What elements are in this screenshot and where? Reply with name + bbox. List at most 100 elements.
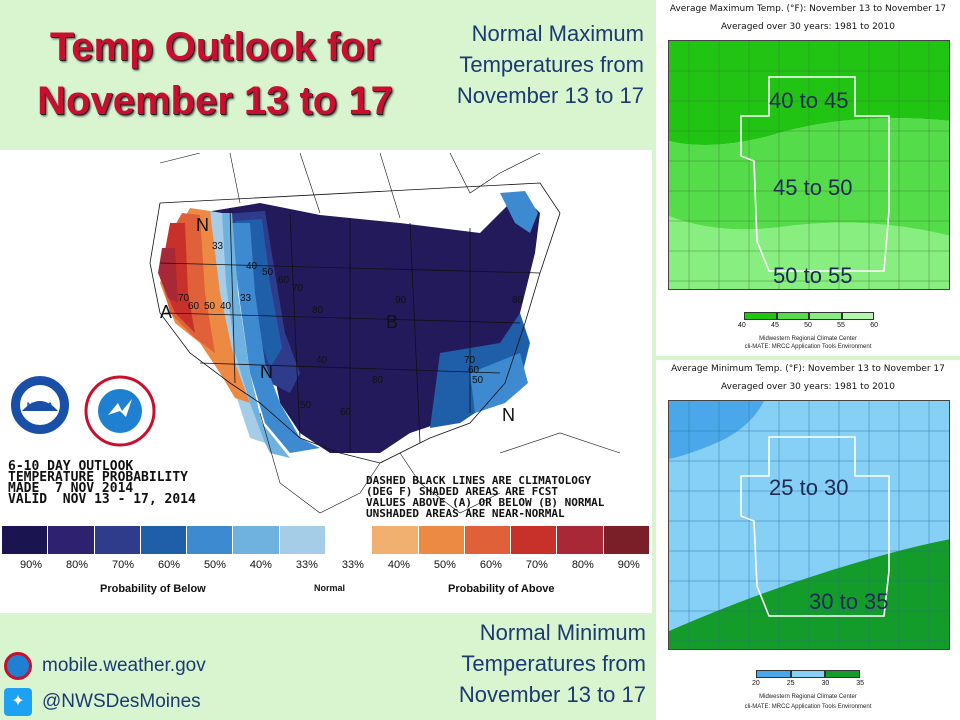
legend-tick: 35 xyxy=(856,680,864,687)
legend-tick: 30 xyxy=(821,680,830,687)
min-temp-caption: Normal Minimum Temperatures from Novembe… xyxy=(458,620,646,707)
contour-label: 80 xyxy=(512,295,524,306)
max-temp-caption: Normal Maximum Temperatures from Novembe… xyxy=(456,21,644,108)
contour-label: 60 xyxy=(188,301,200,312)
legend-swatch xyxy=(372,526,419,554)
min-band-label: 30 to 35 xyxy=(809,589,889,614)
outlook-map: 70 60 50 40 33 40 50 60 70 80 90 80 33 5… xyxy=(9,153,621,514)
legend-swatch xyxy=(325,526,373,554)
below-probability-label: Probability of Below xyxy=(100,583,206,595)
contour-label: 50 xyxy=(204,301,216,312)
contour-label: 50 xyxy=(300,400,312,411)
legend-swatch xyxy=(2,526,49,554)
legend-swatch xyxy=(511,526,558,554)
page-title: Temp Outlook for November 13 to 17 xyxy=(0,20,430,128)
max-color-legend xyxy=(744,312,874,320)
legend-swatch xyxy=(233,526,280,554)
website-row: mobile.weather.gov xyxy=(4,652,206,680)
contour-label: 70 xyxy=(464,355,476,366)
min-legend-ticks: 20 25 30 35 xyxy=(752,680,864,687)
legend-swatch xyxy=(94,526,141,554)
outlook-info-block: 6-10 DAY OUTLOOK TEMPERATURE PROBABILITY… xyxy=(8,459,196,507)
max-credit-1: Midwestern Regional Climate Center xyxy=(759,336,857,342)
max-band-label: 50 to 55 xyxy=(773,263,853,288)
normal-region-label: N xyxy=(260,362,273,382)
legend-tick: 80% xyxy=(571,559,594,571)
twitter-icon: ✦ xyxy=(4,688,32,716)
min-temp-map: 25 to 30 30 to 35 xyxy=(668,400,950,650)
title-line-1: Temp Outlook for xyxy=(49,25,381,69)
legend-tick: 25 xyxy=(786,680,795,687)
above-probability-label: Probability of Above xyxy=(448,583,555,595)
legend-swatch xyxy=(756,670,791,678)
legend-swatch xyxy=(776,312,809,320)
normal-region-label: N xyxy=(196,215,209,235)
contour-label: 80 xyxy=(312,305,324,316)
legend-swatch xyxy=(48,526,95,554)
legend-swatch xyxy=(140,526,188,554)
normal-label: Normal xyxy=(314,583,346,593)
legend-tick: 55 xyxy=(837,322,845,329)
twitter-row: ✦ @NWSDesMoines xyxy=(4,688,201,716)
outlook-color-legend xyxy=(2,526,650,554)
title-line-2: November 13 to 17 xyxy=(37,79,393,123)
climate-panels: Average Maximum Temp. (°F): November 13 … xyxy=(652,0,960,720)
max-credit-2: cli-MATE: MRCC Application Tools Environ… xyxy=(744,344,872,350)
legend-swatch xyxy=(187,526,234,554)
svg-text:NOAA: NOAA xyxy=(27,401,54,411)
min-color-legend xyxy=(756,670,861,678)
min-band-label: 25 to 30 xyxy=(769,475,849,500)
legend-swatch xyxy=(279,526,326,554)
max-legend-ticks: 40 45 50 55 60 xyxy=(738,322,878,329)
contour-label: 33 xyxy=(212,241,224,252)
legend-tick: 60% xyxy=(157,559,180,571)
noaa-logo: NOAA xyxy=(9,374,71,436)
divider xyxy=(0,150,652,153)
legend-tick: 50 xyxy=(804,322,812,329)
nws-icon xyxy=(4,652,32,680)
min-panel-title: Average Minimum Temp. (°F): November 13 … xyxy=(671,364,945,374)
legend-swatch xyxy=(603,526,650,554)
contour-label: 40 xyxy=(220,301,232,312)
divider xyxy=(656,356,960,360)
legend-tick: 40% xyxy=(249,559,272,571)
below-region-label: B xyxy=(386,312,398,332)
twitter-handle[interactable]: @NWSDesMoines xyxy=(42,691,201,712)
legend-tick: 70% xyxy=(111,559,134,571)
legend-tick: 33% xyxy=(295,559,318,571)
legend-tick: 20 xyxy=(752,680,760,687)
nws-logo xyxy=(84,375,156,447)
legend-tick: 60 xyxy=(870,322,878,329)
legend-tick: 60% xyxy=(479,559,502,571)
legend-tick: 45 xyxy=(771,322,779,329)
normal-region-label: N xyxy=(502,405,515,425)
above-region-label: A xyxy=(160,302,172,322)
legend-tick: 80% xyxy=(65,559,89,571)
contour-label: 60 xyxy=(278,275,290,286)
legend-swatch xyxy=(744,312,777,320)
min-panel-subtitle: Averaged over 30 years: 1981 to 2010 xyxy=(720,382,895,392)
legend-tick: 40% xyxy=(387,559,410,571)
legend-tick: 70% xyxy=(525,559,548,571)
contour-label: 70 xyxy=(178,293,190,304)
contour-label: 70 xyxy=(292,283,304,294)
min-credit-2: cli-MATE: MRCC Application Tools Environ… xyxy=(744,704,872,710)
contour-label: 40 xyxy=(246,261,258,272)
outlook-legend-note: DASHED BLACK LINES ARE CLIMATOLOGY (DEG … xyxy=(366,474,605,520)
legend-swatch xyxy=(418,526,465,554)
contour-label: 33 xyxy=(240,293,252,304)
legend-swatch xyxy=(809,312,842,320)
legend-swatch xyxy=(825,670,861,678)
legend-swatch xyxy=(841,312,874,320)
contour-label: 60 xyxy=(340,407,352,418)
max-panel-title: Average Maximum Temp. (°F): November 13 … xyxy=(669,4,947,14)
outlook-map-panel: 70 60 50 40 33 40 50 60 70 80 90 80 33 5… xyxy=(0,153,652,613)
max-panel-subtitle: Averaged over 30 years: 1981 to 2010 xyxy=(720,22,895,32)
website-link[interactable]: mobile.weather.gov xyxy=(42,655,206,676)
contour-label: 40 xyxy=(316,355,328,366)
max-band-label: 45 to 50 xyxy=(773,175,853,200)
min-credit-1: Midwestern Regional Climate Center xyxy=(759,694,857,700)
contour-label: 50 xyxy=(472,375,484,386)
legend-tick: 40 xyxy=(738,322,746,329)
legend-swatch xyxy=(790,670,826,678)
